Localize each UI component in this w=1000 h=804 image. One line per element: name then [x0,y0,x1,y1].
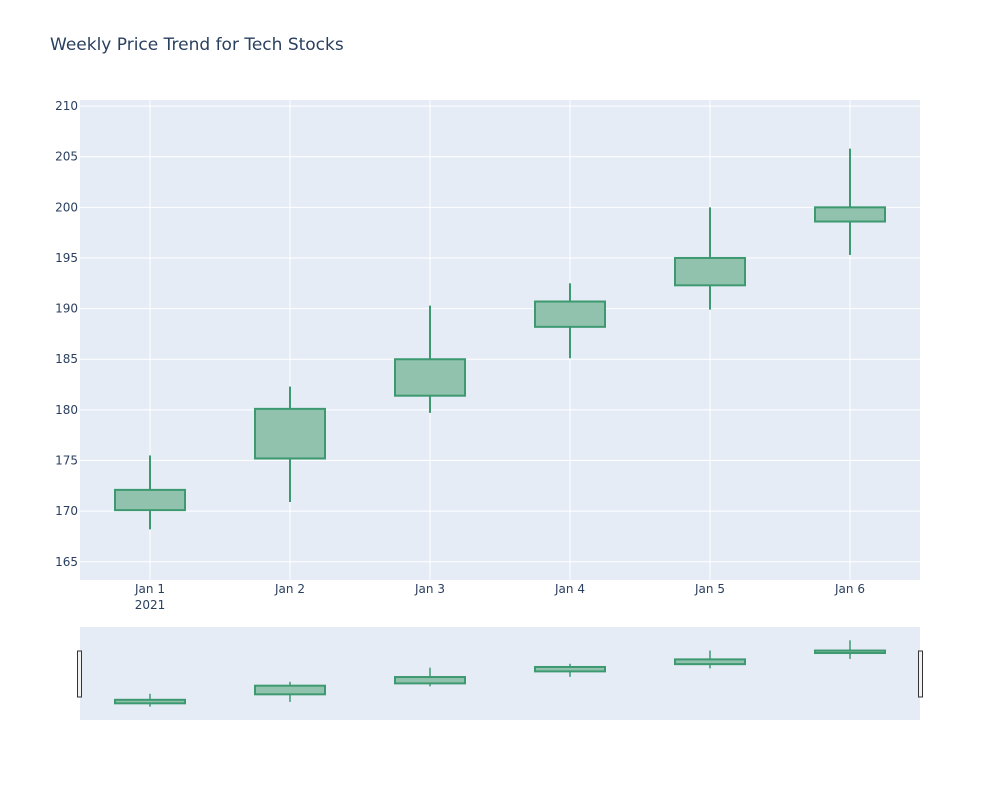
range-slider[interactable] [80,627,920,720]
candle-body[interactable] [814,206,886,223]
y-tick-label: 205 [55,150,78,164]
candle-body[interactable] [114,488,186,512]
x-tick-label: Jan 6 [834,582,865,596]
y-axis-ticks: 165 170 175 180 185 190 195 200 205 210 [55,99,78,569]
range-slider-handle-right[interactable] [918,650,923,698]
y-tick-label: 165 [55,555,78,569]
x-axis-year-label: 2021 [135,598,166,612]
y-tick-label: 190 [55,302,78,316]
chart-title: Weekly Price Trend for Tech Stocks [50,35,344,55]
y-tick-label: 210 [55,99,78,113]
candle-body[interactable] [254,407,326,460]
x-axis-ticks: Jan 1 Jan 2 Jan 3 Jan 4 Jan 5 Jan 6 [134,582,865,596]
x-tick-label: Jan 2 [274,582,305,596]
x-tick-label: Jan 1 [134,582,165,596]
slider-candle-body [114,698,186,705]
y-tick-label: 175 [55,454,78,468]
plot-area [80,100,920,580]
slider-candle-body [534,665,606,673]
x-tick-label: Jan 4 [554,582,585,596]
x-tick-label: Jan 5 [694,582,725,596]
range-slider-handle-left[interactable] [77,650,82,698]
candle-body[interactable] [674,256,746,287]
y-tick-label: 170 [55,504,78,518]
slider-candle-body [814,649,886,655]
slider-candle-body [674,658,746,666]
range-slider-candles [114,640,886,707]
x-tick-label: Jan 3 [414,582,445,596]
y-tick-label: 195 [55,251,78,265]
y-tick-label: 185 [55,352,78,366]
candlestick-series[interactable] [114,148,886,530]
slider-candle-body [394,676,466,685]
y-tick-label: 200 [55,200,78,214]
y-tick-label: 180 [55,403,78,417]
candle-body[interactable] [534,300,606,328]
y-gridlines [80,105,920,563]
candle-body[interactable] [394,358,466,397]
slider-candle-body [254,684,326,696]
